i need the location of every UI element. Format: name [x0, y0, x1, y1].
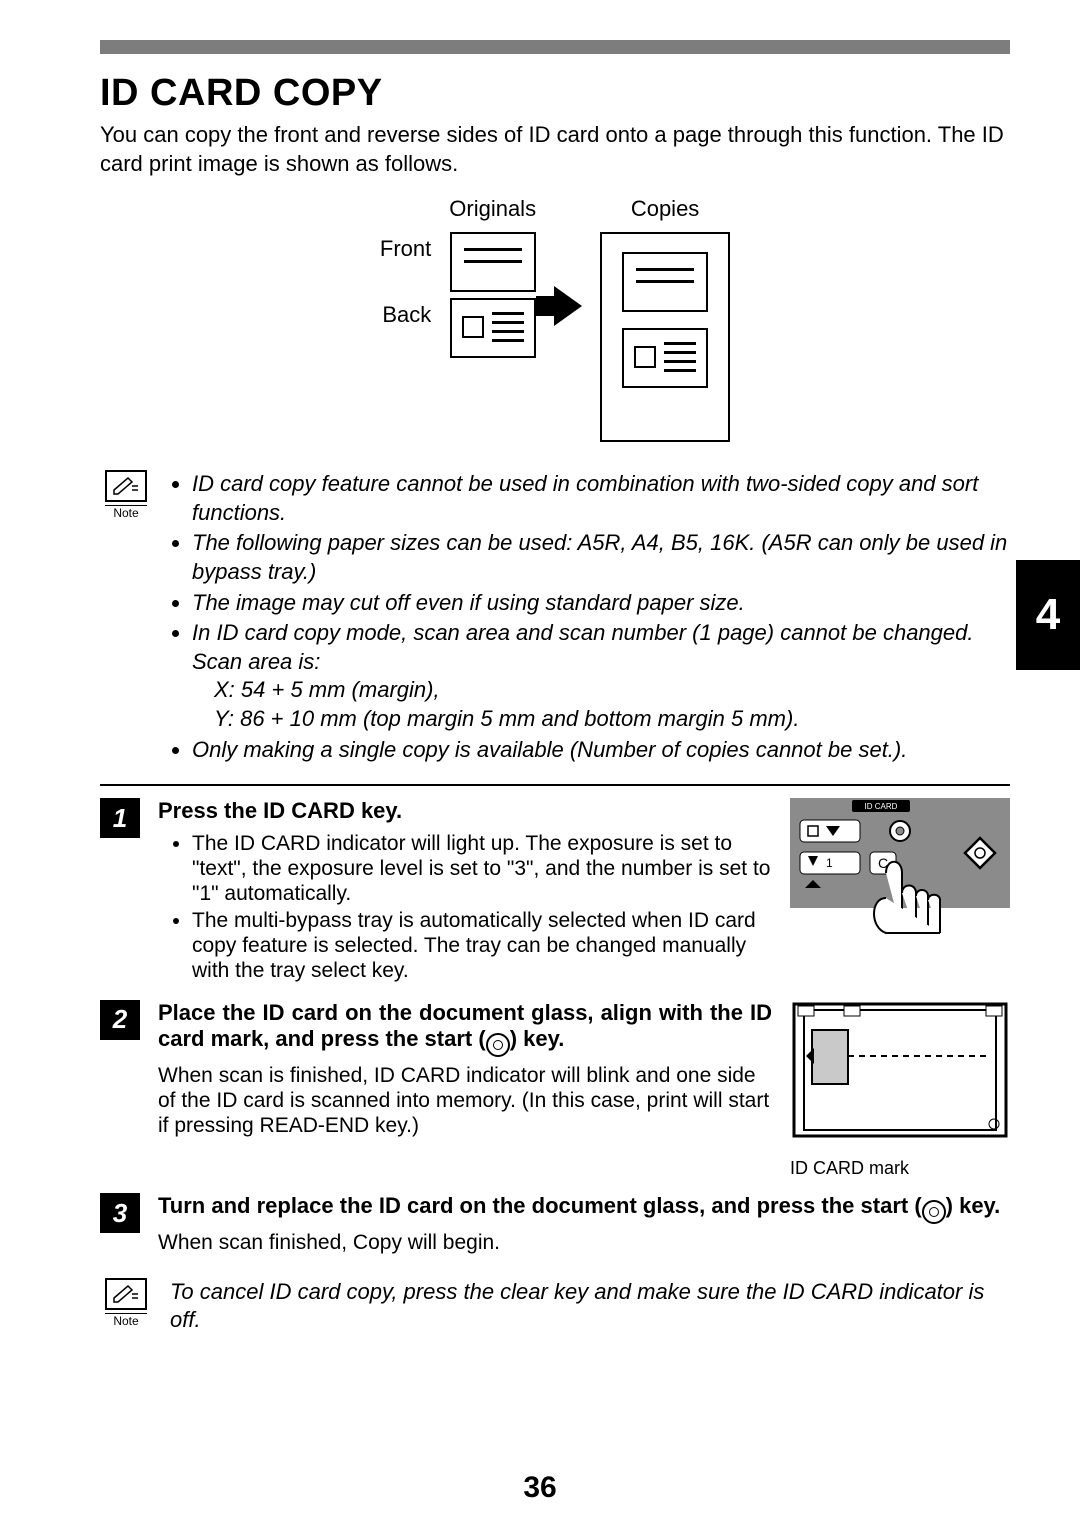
top-divider-bar — [100, 40, 1010, 54]
note-item: Only making a single copy is available (… — [192, 736, 1010, 765]
card-front-icon — [450, 232, 536, 292]
note-bottom-text: To cancel ID card copy, press the clear … — [170, 1278, 1010, 1335]
step-1-illustration: ID CARD 1 C — [790, 798, 1010, 944]
note-label: Note — [105, 505, 147, 520]
step-2-caption: ID CARD mark — [790, 1158, 1010, 1180]
page-number: 36 — [0, 1471, 1080, 1505]
step-1-bullet: The multi-bypass tray is automatically s… — [192, 908, 772, 984]
start-key-icon — [486, 1033, 510, 1057]
note-bottom: Note To cancel ID card copy, press the c… — [100, 1278, 1010, 1335]
note-top-list: ID card copy feature cannot be used in c… — [170, 470, 1010, 766]
step-3: 3 Turn and replace the ID card on the do… — [100, 1193, 1010, 1255]
step-2-illustration: ID CARD mark — [790, 1000, 1010, 1180]
note-icon: Note — [100, 1278, 152, 1330]
step-3-body: When scan finished, Copy will begin. — [158, 1230, 1010, 1255]
chapter-tab: 4 — [1016, 560, 1080, 670]
step-1-title: Press the ID CARD key. — [158, 798, 772, 824]
label-originals: Originals — [449, 196, 536, 222]
id-card-diagram: Front Back Originals Copies — [100, 196, 1010, 442]
page-title: ID CARD COPY — [100, 72, 1010, 115]
step-2: 2 Place the ID card on the document glas… — [100, 1000, 1010, 1180]
note-item: ID card copy feature cannot be used in c… — [192, 470, 1010, 527]
note-icon: Note — [100, 470, 152, 522]
pencil-note-icon — [112, 476, 140, 496]
step-2-body: When scan is finished, ID CARD indicator… — [158, 1063, 772, 1139]
step-1: 1 Press the ID CARD key. The ID CARD ind… — [100, 798, 1010, 986]
step-number: 3 — [100, 1193, 140, 1233]
svg-text:1: 1 — [826, 856, 833, 870]
note-label: Note — [105, 1313, 147, 1328]
result-page-icon — [600, 232, 730, 442]
start-key-icon — [922, 1200, 946, 1224]
svg-text:ID CARD: ID CARD — [865, 802, 898, 811]
label-copies: Copies — [600, 196, 730, 222]
intro-paragraph: You can copy the front and reverse sides… — [100, 121, 1010, 178]
separator — [100, 784, 1010, 786]
step-3-title: Turn and replace the ID card on the docu… — [158, 1193, 1010, 1224]
label-back: Back — [380, 302, 431, 328]
note-item: The image may cut off even if using stan… — [192, 589, 1010, 618]
note-item: In ID card copy mode, scan area and scan… — [192, 619, 1010, 733]
note-item: The following paper sizes can be used: A… — [192, 529, 1010, 586]
label-front: Front — [380, 236, 431, 262]
step-number: 2 — [100, 1000, 140, 1040]
step-number: 1 — [100, 798, 140, 838]
note-top: Note ID card copy feature cannot be used… — [100, 470, 1010, 766]
arrow-right-icon — [554, 286, 582, 326]
card-back-icon — [450, 298, 536, 358]
step-1-bullet: The ID CARD indicator will light up. The… — [192, 831, 772, 907]
step-2-title: Place the ID card on the document glass,… — [158, 1000, 772, 1057]
pencil-note-icon — [112, 1284, 140, 1304]
